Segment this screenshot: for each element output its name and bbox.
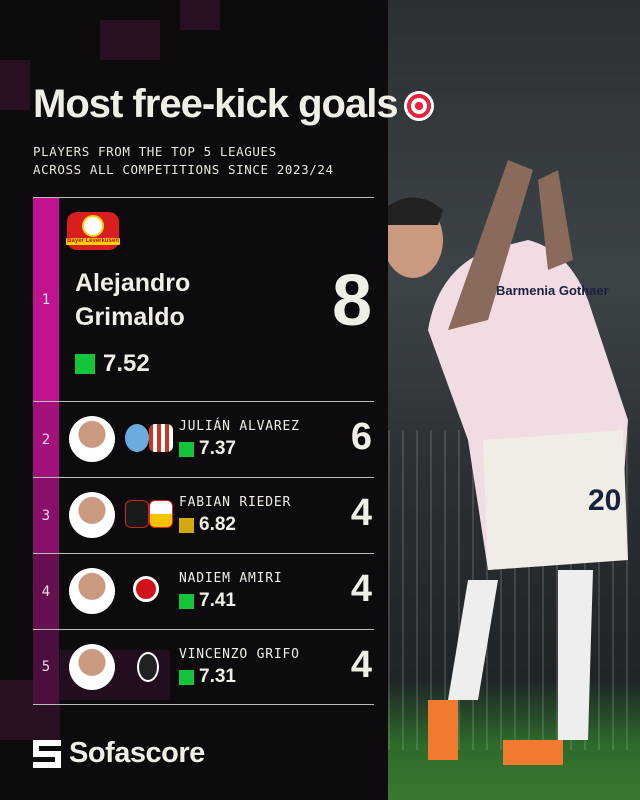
- subtitle-line: PLAYERS FROM THE TOP 5 LEAGUES: [33, 144, 277, 159]
- rating-value: 6.82: [199, 514, 236, 535]
- goals-count: 6: [350, 416, 372, 458]
- player-avatar: [69, 644, 115, 690]
- man-city-crest-icon: [125, 424, 149, 452]
- table-row: 4 NADIEM AMIRI 7.41 4: [33, 553, 374, 629]
- player-figure: Barmenia Gothaer 20: [388, 160, 628, 765]
- rank-cell: 2: [33, 402, 59, 477]
- last-name: Grimaldo: [75, 303, 185, 331]
- player-name: NADIEM AMIRI: [179, 571, 283, 586]
- goals-count: 4: [350, 568, 372, 610]
- goals-count: 8: [331, 261, 372, 341]
- player-name: FABIAN RIEDER: [179, 495, 292, 510]
- player-photo: Barmenia Gothaer 20: [388, 0, 640, 800]
- subtitle-line: ACROSS ALL COMPETITIONS SINCE 2023/24: [33, 162, 334, 177]
- leader-name: Alejandro Grimaldo: [75, 266, 190, 334]
- player-avatar: [69, 416, 115, 462]
- goals-count: 4: [350, 492, 372, 534]
- club-badges: [125, 500, 173, 528]
- club-badges: [125, 424, 173, 452]
- stuttgart-crest-icon: [149, 500, 173, 528]
- sofascore-mark-icon: [33, 739, 61, 768]
- rating-value: 7.31: [199, 666, 236, 687]
- rank-cell: 5: [33, 630, 59, 704]
- freiburg-crest-icon: [137, 652, 159, 682]
- player-avatar: [69, 568, 115, 614]
- mainz-crest-icon: [133, 576, 159, 602]
- rank-cell: 3: [33, 478, 59, 553]
- table-row: 3 FABIAN RIEDER 6.82 4: [33, 477, 374, 553]
- shirt-number: 20: [588, 484, 621, 517]
- rennes-crest-icon: [125, 500, 149, 528]
- rank-cell: 4: [33, 554, 59, 629]
- rating-value: 7.41: [199, 590, 236, 611]
- table-row: 5 VINCENZO GRIFO 7.31 4: [33, 629, 374, 705]
- rank-cell: 1: [33, 198, 59, 401]
- leverkusen-crest-icon: Bayer Leverkusen: [66, 212, 120, 250]
- rating-square-icon: [179, 593, 194, 609]
- atletico-crest-icon: [149, 424, 173, 452]
- title-text: Most free-kick goals: [33, 82, 399, 126]
- player-avatar: [69, 492, 115, 538]
- rating-value: 7.37: [199, 438, 236, 459]
- sponsor-text: Barmenia Gothaer: [496, 283, 609, 298]
- ranking-table: 1 Bayer Leverkusen Alejandro Grimaldo 7.…: [33, 197, 374, 705]
- crest-club-name: Bayer Leverkusen: [66, 238, 120, 245]
- club-badges: [137, 652, 159, 682]
- rating-square-icon: [179, 517, 194, 533]
- player-name: JULIÁN ALVAREZ: [179, 419, 300, 434]
- page-title: Most free-kick goals: [33, 82, 434, 127]
- club-badges: [133, 576, 159, 602]
- rating-value: 7.52: [103, 350, 150, 377]
- rating-square-icon: [179, 669, 194, 685]
- player-name: VINCENZO GRIFO: [179, 647, 300, 662]
- first-name: Alejandro: [75, 269, 191, 297]
- subtitle: PLAYERS FROM THE TOP 5 LEAGUES ACROSS AL…: [33, 143, 334, 179]
- sofascore-logo: Sofascore: [33, 737, 205, 770]
- table-row: 2 JULIÁN ALVAREZ 7.37 6: [33, 401, 374, 477]
- rating-square-icon: [179, 441, 194, 457]
- rating-square-icon: [75, 354, 95, 374]
- dart-target-icon: [403, 91, 434, 122]
- brand-name: Sofascore: [69, 737, 205, 769]
- graphic-panel: [0, 0, 220, 740]
- table-row-leader: 1 Bayer Leverkusen Alejandro Grimaldo 7.…: [33, 197, 374, 401]
- goals-count: 4: [350, 644, 372, 686]
